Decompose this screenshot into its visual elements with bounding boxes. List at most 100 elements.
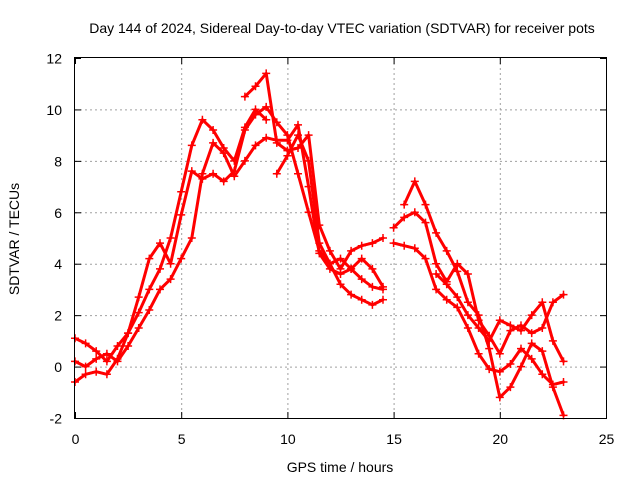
series-track-5	[272, 131, 387, 294]
y-tick-label: 2	[54, 308, 62, 324]
data-point-marker	[81, 370, 90, 379]
data-point-marker	[495, 349, 504, 358]
data-point-marker	[559, 357, 568, 366]
data-point-marker	[156, 264, 164, 273]
data-point-marker	[294, 144, 302, 152]
data-point-marker	[156, 239, 164, 248]
data-point-marker	[485, 344, 494, 353]
data-point-marker	[251, 82, 260, 91]
grid-lines	[75, 58, 606, 418]
y-tick-label: 6	[54, 205, 62, 221]
data-point-marker	[230, 172, 239, 181]
series-track-4	[240, 69, 387, 273]
data-point-marker	[336, 280, 345, 289]
data-point-marker	[400, 200, 409, 209]
plot-frame	[74, 57, 607, 419]
data-point-marker	[474, 311, 483, 320]
series-line	[402, 179, 565, 417]
series-line	[392, 210, 565, 356]
data-point-marker	[485, 336, 494, 345]
data-point-marker	[368, 300, 377, 309]
x-tick-label: 20	[493, 431, 509, 447]
data-point-marker	[209, 126, 218, 134]
data-point-marker	[92, 347, 101, 356]
x-tick-label: 5	[178, 431, 186, 447]
data-point-marker	[209, 169, 218, 178]
data-point-marker	[134, 324, 143, 332]
data-point-marker	[304, 131, 313, 140]
data-point-marker	[357, 295, 366, 304]
data-point-marker	[432, 270, 441, 278]
data-point-marker	[262, 115, 271, 124]
data-point-marker	[145, 254, 154, 263]
data-point-marker	[495, 316, 504, 325]
data-point-marker	[124, 342, 133, 350]
x-tick-label: 25	[599, 431, 615, 447]
data-point-marker	[527, 311, 536, 320]
data-point-marker	[198, 169, 207, 178]
data-point-marker	[538, 347, 547, 356]
data-point-marker	[410, 177, 419, 186]
x-tick-label: 0	[72, 431, 80, 447]
data-point-marker	[219, 177, 228, 186]
data-point-marker	[527, 354, 536, 363]
data-point-marker	[177, 254, 186, 263]
data-point-marker	[166, 275, 175, 284]
data-point-marker	[262, 102, 271, 111]
data-point-marker	[92, 354, 101, 363]
data-point-marker	[113, 357, 122, 366]
data-point-marker	[389, 223, 398, 232]
data-point-marker	[209, 138, 218, 147]
data-point-marker	[198, 115, 207, 124]
data-point-marker	[517, 344, 525, 353]
data-point-marker	[506, 321, 515, 330]
data-point-marker	[166, 259, 175, 268]
data-series	[71, 69, 568, 420]
data-point-marker	[272, 169, 281, 178]
series-track-3	[71, 120, 387, 371]
data-point-marker	[463, 270, 472, 278]
data-point-marker	[81, 362, 90, 371]
data-point-marker	[336, 264, 345, 273]
data-point-marker	[102, 357, 111, 366]
data-point-marker	[134, 308, 143, 317]
data-point-marker	[432, 228, 441, 237]
data-point-marker	[410, 244, 419, 253]
y-tick-label: 4	[54, 256, 62, 272]
data-point-marker	[453, 267, 462, 276]
data-point-marker	[379, 295, 387, 304]
data-point-marker	[453, 303, 462, 312]
data-point-marker	[400, 241, 409, 250]
data-point-marker	[538, 370, 547, 379]
data-point-marker	[538, 324, 547, 332]
series-track-8	[400, 177, 568, 420]
data-point-marker	[357, 254, 366, 263]
data-point-marker	[262, 133, 271, 142]
axis-ticks: 0 5 10 15 20 25 -2 0 2 4 6 8 10 12	[46, 51, 614, 448]
data-point-marker	[379, 234, 387, 242]
data-point-marker	[219, 149, 228, 158]
data-point-marker	[92, 367, 101, 376]
data-point-marker	[177, 210, 186, 219]
data-point-marker	[506, 383, 515, 392]
y-tick-label: 0	[54, 359, 62, 375]
data-point-marker	[474, 349, 483, 358]
data-point-marker	[421, 254, 430, 263]
data-point-marker	[347, 290, 356, 299]
data-point-marker	[463, 298, 472, 307]
data-point-marker	[474, 324, 483, 332]
data-point-marker	[102, 349, 111, 358]
data-point-marker	[453, 293, 462, 302]
data-point-marker	[325, 259, 334, 268]
data-point-marker	[389, 239, 398, 248]
series-line	[73, 123, 385, 369]
data-point-marker	[283, 136, 292, 145]
data-point-marker	[400, 213, 409, 222]
data-point-marker	[548, 336, 557, 345]
x-axis-label: GPS time / hours	[287, 459, 394, 475]
data-point-marker	[124, 329, 133, 338]
data-point-marker	[145, 306, 154, 314]
y-tick-label: 8	[54, 153, 62, 169]
data-point-marker	[336, 254, 345, 263]
y-tick-label: 10	[46, 102, 62, 118]
